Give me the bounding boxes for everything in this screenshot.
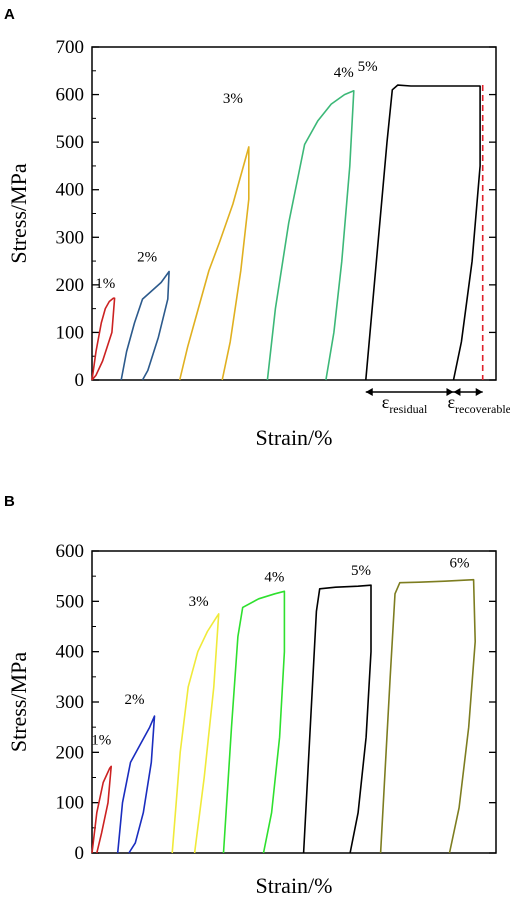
series-label: 4% bbox=[334, 65, 354, 81]
y-tick-label: 0 bbox=[75, 843, 85, 864]
series-line-3pct bbox=[171, 613, 220, 854]
series-label: 2% bbox=[137, 250, 157, 266]
series-line-5pct bbox=[365, 84, 481, 381]
y-axis-title: Stress/MPa bbox=[6, 652, 31, 752]
x-axis-title: Strain/% bbox=[256, 873, 333, 898]
panel-label-b: B bbox=[4, 493, 15, 510]
series-line-1pct bbox=[91, 765, 112, 854]
series-label: 3% bbox=[189, 594, 209, 610]
y-tick-label: 700 bbox=[56, 37, 85, 58]
series-label: 4% bbox=[264, 569, 284, 585]
series-line-2pct bbox=[116, 715, 156, 854]
y-tick-label: 500 bbox=[56, 591, 85, 612]
series-label: 3% bbox=[223, 91, 243, 107]
panel-label-a: A bbox=[4, 6, 15, 23]
series-line-1pct bbox=[91, 297, 116, 381]
chart-panel-b: B 0 100 200 300 400 500 600 Stress/MPa Strain/% 1… bbox=[0, 453, 510, 906]
chart-panel-a: A 0 100 200 300 400 500 600 700 Stress/MPa Strain… bbox=[0, 0, 510, 450]
y-tick-label: 500 bbox=[56, 132, 85, 153]
series-line-3pct bbox=[178, 146, 250, 381]
y-tick-label: 600 bbox=[56, 85, 85, 106]
residual-strain-arrow bbox=[365, 388, 454, 396]
series-line-2pct bbox=[120, 270, 170, 381]
series-label: 5% bbox=[351, 563, 371, 579]
y-tick-label: 200 bbox=[56, 275, 85, 296]
recoverable-strain-arrow bbox=[453, 388, 483, 396]
series-label: 2% bbox=[125, 692, 145, 708]
plot-frame bbox=[91, 550, 497, 854]
series-line-6pct bbox=[379, 578, 476, 854]
y-tick-label: 300 bbox=[56, 227, 85, 248]
series-label: 1% bbox=[91, 732, 111, 748]
y-axis-title: Stress/MPa bbox=[6, 163, 31, 263]
series-label: 6% bbox=[450, 556, 470, 572]
epsilon-residual-label: εresidual bbox=[382, 392, 428, 416]
chart-b-svg: 0 100 200 300 400 500 600 Stress/MPa Strain/% 1% 2… bbox=[6, 541, 497, 898]
y-tick-label: 600 bbox=[56, 541, 85, 562]
series-label: 1% bbox=[95, 276, 115, 292]
series-line-5pct bbox=[302, 584, 372, 854]
y-tick-label: 300 bbox=[56, 692, 85, 713]
y-tick-label: 0 bbox=[75, 370, 85, 391]
chart-a-svg: 0 100 200 300 400 500 600 700 Stress/MPa Strain/%… bbox=[6, 37, 510, 450]
x-axis-title: Strain/% bbox=[256, 425, 333, 450]
y-tick-label: 200 bbox=[56, 742, 85, 763]
y-tick-label: 100 bbox=[56, 322, 85, 343]
series-line-4pct bbox=[266, 90, 355, 381]
series-label: 5% bbox=[358, 59, 378, 75]
epsilon-recoverable-label: εrecoverable bbox=[447, 392, 510, 416]
y-tick-label: 400 bbox=[56, 180, 85, 201]
y-tick-label: 400 bbox=[56, 642, 85, 663]
y-tick-label: 100 bbox=[56, 793, 85, 814]
series-line-4pct bbox=[222, 590, 286, 854]
plot-frame bbox=[91, 46, 497, 381]
